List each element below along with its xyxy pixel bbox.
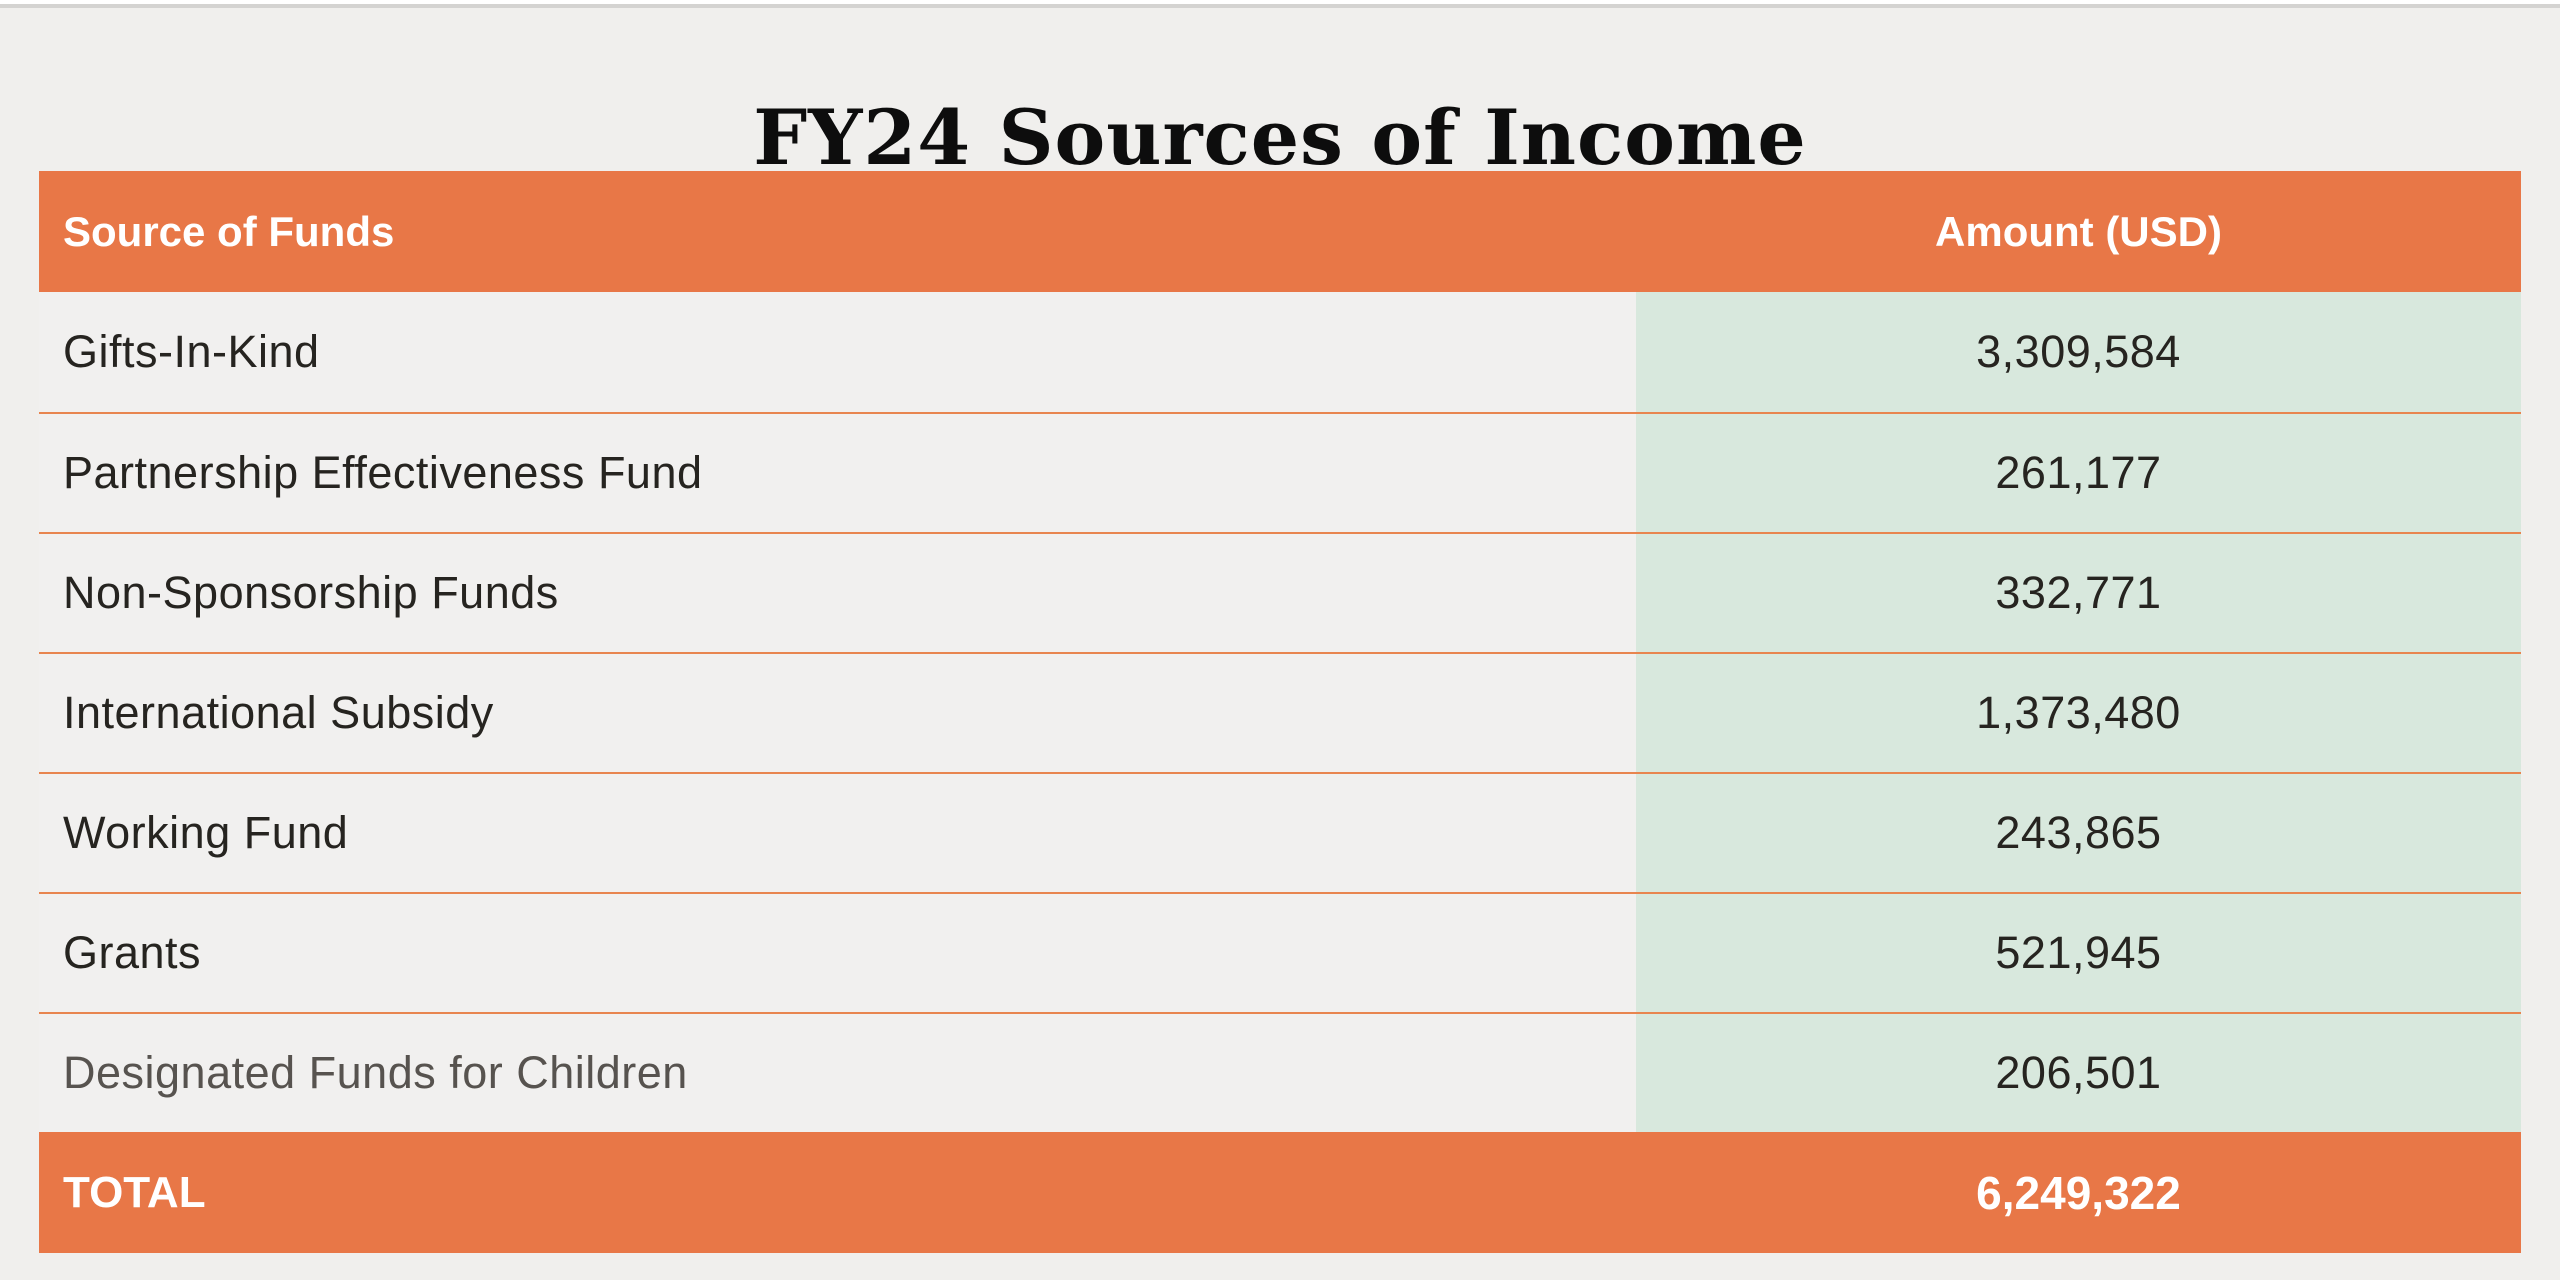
row-amount: 521,945	[1636, 894, 2521, 1012]
row-amount: 261,177	[1636, 414, 2521, 532]
table-row: Gifts-In-Kind 3,309,584	[39, 292, 2521, 412]
row-label: Gifts-In-Kind	[39, 292, 1636, 412]
table-row: Non-Sponsorship Funds 332,771	[39, 532, 2521, 652]
total-label: TOTAL	[63, 1167, 206, 1217]
row-amount: 206,501	[1636, 1014, 2521, 1132]
row-label: International Subsidy	[39, 654, 1636, 772]
row-label: Partnership Effectiveness Fund	[39, 414, 1636, 532]
total-amount: 6,249,322	[1976, 1166, 2181, 1219]
table-row: Designated Funds for Children 206,501	[39, 1012, 2521, 1132]
row-amount: 1,373,480	[1636, 654, 2521, 772]
top-white-strip	[0, 0, 2560, 4]
table-header-row: Source of Funds Amount (USD)	[39, 171, 2521, 292]
table-row: International Subsidy 1,373,480	[39, 652, 2521, 772]
table-row: Partnership Effectiveness Fund 261,177	[39, 412, 2521, 532]
table-row: Grants 521,945	[39, 892, 2521, 1012]
page-title: FY24 Sources of Income	[753, 92, 1807, 182]
row-amount: 332,771	[1636, 534, 2521, 652]
row-label: Non-Sponsorship Funds	[39, 534, 1636, 652]
top-border-line	[0, 4, 2560, 8]
income-table: Source of Funds Amount (USD) Gifts-In-Ki…	[39, 171, 2521, 1253]
column-header-source-of-funds: Source of Funds	[63, 207, 395, 255]
row-label: Grants	[39, 894, 1636, 1012]
table-total-row: TOTAL 6,249,322	[39, 1132, 2521, 1253]
row-amount: 3,309,584	[1636, 292, 2521, 412]
table-row: Working Fund 243,865	[39, 772, 2521, 892]
row-amount: 243,865	[1636, 774, 2521, 892]
row-label: Designated Funds for Children	[39, 1014, 1636, 1132]
column-header-amount-usd: Amount (USD)	[1935, 207, 2222, 255]
row-label: Working Fund	[39, 774, 1636, 892]
